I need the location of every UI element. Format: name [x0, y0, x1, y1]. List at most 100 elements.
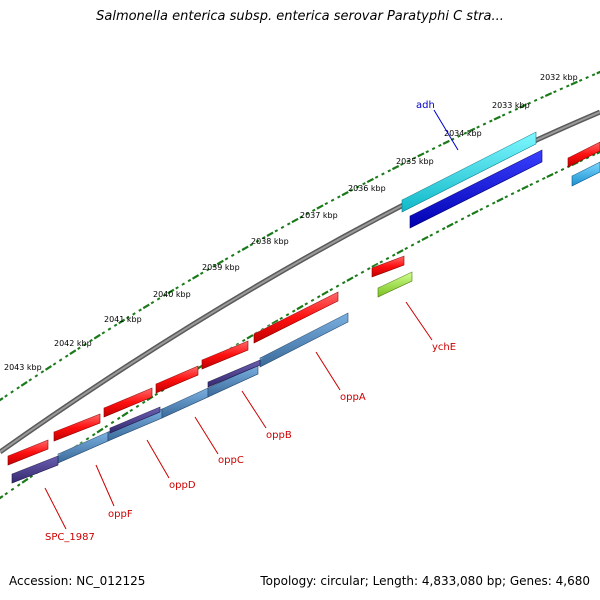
outer-tick [438, 143, 442, 148]
inner-tick [321, 290, 329, 296]
inner-tick [496, 197, 504, 203]
outer-tick [266, 231, 274, 237]
outer-tick [457, 134, 461, 138]
backbone-shadow [0, 109, 600, 455]
outer-tick [224, 257, 229, 261]
tick-marks [0, 70, 600, 500]
inner-tick [435, 230, 440, 234]
outer-tick [206, 268, 210, 272]
outer-tick [299, 215, 304, 219]
inner-tick [521, 185, 529, 191]
outer-tick [191, 274, 200, 280]
gene-ychE-forward [371, 255, 405, 278]
outer-tick [482, 122, 487, 126]
inner-tick [360, 270, 365, 274]
outer-tick [591, 73, 596, 77]
outer-tick [132, 312, 136, 316]
outer-tick [93, 333, 101, 340]
inner-tick [21, 477, 29, 484]
inner-tick [396, 249, 404, 255]
gene-label-leader [95, 464, 115, 507]
inner-tick [316, 295, 321, 299]
gene-oppD-forward-bevel [104, 385, 156, 408]
outer-tick [463, 131, 468, 135]
outer-tick [381, 172, 385, 176]
outer-tick [89, 338, 93, 343]
outer-tick [126, 316, 130, 320]
outer-tick [493, 115, 501, 121]
gene-oppC-forward-bevel [156, 363, 202, 384]
inner-tick [285, 313, 290, 317]
inner-tick [296, 304, 304, 311]
outer-tick [237, 250, 241, 254]
outer-tick [431, 147, 436, 151]
inner-tick [466, 214, 471, 218]
outer-tick [34, 374, 39, 378]
gene-oppB-forward-bevel [202, 338, 252, 360]
outer-tick [417, 152, 425, 158]
outer-tick [400, 162, 404, 166]
inner-tick [516, 189, 521, 193]
gene-label-oppC: oppC [218, 455, 244, 466]
gene-adh-navy-bevel [410, 147, 546, 216]
outer-tick [311, 208, 316, 212]
gene-label-leader [194, 416, 219, 455]
outer-tick [118, 318, 126, 325]
reverse-gene-blue-bevel [58, 429, 112, 454]
inner-tick [329, 288, 334, 292]
reverse-gene-purple-bevel [12, 453, 62, 474]
reverse-gene-blue [259, 312, 349, 368]
inner-tick [91, 433, 96, 437]
outer-tick [255, 239, 260, 243]
outer-tick [330, 198, 335, 202]
gene-oppF-forward-bevel [54, 411, 104, 432]
outer-tick [533, 98, 538, 102]
inner-tick [585, 156, 590, 160]
outer-tick [16, 386, 20, 390]
outer-tick [40, 370, 45, 374]
inner-tick [385, 256, 390, 261]
gene-ychE-green-bevel [378, 269, 416, 288]
gene-right-cyan [571, 161, 600, 187]
inner-tick [279, 316, 284, 321]
gene-adh-cyan-bevel [402, 129, 540, 200]
outer-tick [64, 354, 69, 358]
inner-tick [29, 474, 34, 479]
outer-tick [181, 282, 186, 286]
inner-tick [416, 240, 421, 244]
inner-tick [335, 284, 340, 288]
outer-tick [349, 188, 354, 192]
inner-tick [591, 153, 596, 157]
outer-tick [83, 342, 87, 347]
outer-tick [230, 253, 235, 257]
inner-tick [354, 274, 359, 278]
kbp-label: 2043 kbp [4, 363, 42, 372]
gene-ychE-green [377, 271, 413, 298]
inner-tick [529, 182, 534, 187]
inner-tick [85, 437, 90, 441]
kbp-label: 2033 kbp [492, 101, 530, 110]
kbp-label: 2037 kbp [300, 211, 338, 220]
inner-tick [291, 309, 296, 313]
inner-tick [16, 483, 21, 487]
inner-tick [541, 176, 546, 181]
inner-tick [141, 400, 146, 405]
inner-tick [0, 495, 4, 500]
backbone-line [0, 111, 600, 453]
gene-right-forward-bevel [568, 141, 600, 158]
inner-tick [371, 262, 379, 268]
outer-tick [107, 327, 112, 331]
kbp-label: 2040 kbp [153, 290, 191, 299]
outer-tick [570, 80, 578, 86]
outer-tick [585, 76, 589, 80]
inner-tick [554, 170, 559, 175]
outer-tick [412, 156, 417, 160]
outer-tick [540, 95, 544, 100]
outer-tick [4, 394, 8, 398]
outer-tick [565, 84, 570, 88]
inner-tick [304, 302, 309, 306]
outer-tick [508, 110, 512, 114]
gene-adh-navy [409, 149, 543, 229]
outer-tick [366, 177, 374, 184]
inner-tick [421, 235, 429, 242]
